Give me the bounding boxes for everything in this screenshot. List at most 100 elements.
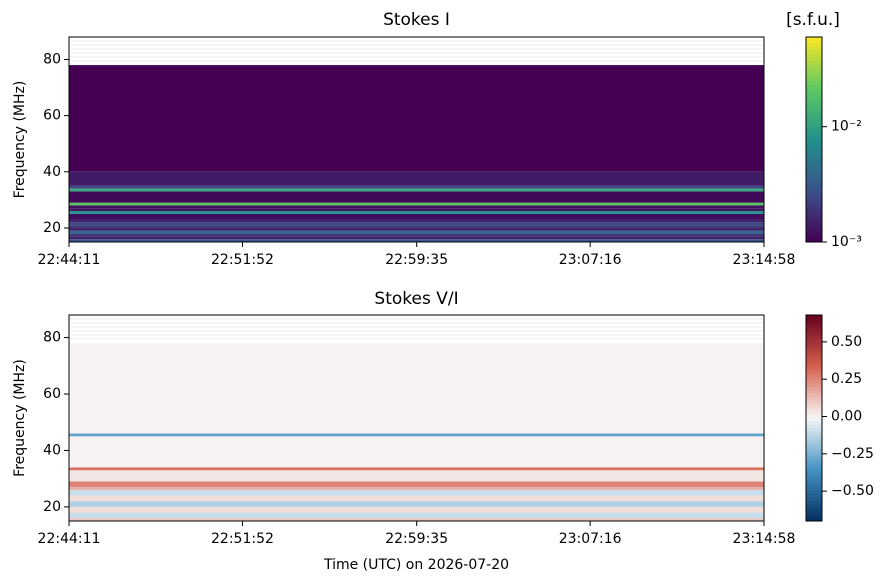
colorbar-step (806, 359, 822, 364)
colorbar-step (806, 139, 822, 144)
colorbar-step (806, 238, 822, 243)
colorbar-step (806, 180, 822, 185)
colorbar-step (806, 71, 822, 76)
heatmap-band (69, 65, 764, 172)
colorbar-step (806, 67, 822, 72)
colorbar-step (806, 424, 822, 429)
colorbar-step (806, 142, 822, 147)
heatmap-band (69, 489, 764, 496)
heatmap-band (69, 470, 764, 482)
colorbar-step (806, 414, 822, 419)
colorbar-step (806, 431, 822, 436)
y-tick-label: 20 (43, 220, 61, 236)
plot-title: Stokes I (383, 10, 450, 30)
colorbar-step (806, 101, 822, 106)
colorbar-step (806, 328, 822, 333)
heatmap-band (69, 191, 764, 203)
heatmap-band (69, 518, 764, 521)
colorbar-step (806, 345, 822, 350)
colorbar-step (806, 496, 822, 501)
colorbar-step (806, 407, 822, 412)
colorbar-step (806, 224, 822, 229)
colorbar-step (806, 204, 822, 209)
colorbar-step (806, 50, 822, 55)
heatmap-band (69, 171, 764, 186)
x-tick-label: 22:59:35 (385, 252, 448, 268)
colorbar-step (806, 149, 822, 154)
heatmap-band (69, 467, 764, 471)
colorbar-step (806, 500, 822, 505)
x-tick-label: 23:14:58 (733, 252, 796, 268)
colorbar-step (806, 356, 822, 361)
heatmap-band (69, 230, 764, 234)
colorbar-step (806, 318, 822, 323)
colorbar-step (806, 459, 822, 464)
colorbar-tick-label: 0.50 (831, 334, 862, 350)
colorbar-step (806, 98, 822, 103)
x-tick-label: 23:14:58 (733, 531, 796, 547)
x-tick-label: 22:44:11 (38, 531, 101, 547)
colorbar-step (806, 197, 822, 202)
x-tick-label: 22:59:35 (385, 531, 448, 547)
y-axis-label: Frequency (MHz) (12, 359, 28, 477)
x-tick-label: 22:44:11 (38, 252, 101, 268)
colorbar-step (806, 40, 822, 45)
colorbar-step (806, 490, 822, 495)
colorbar-step (806, 517, 822, 522)
colorbar-tick-label: 0.00 (831, 409, 862, 425)
colorbar-step (806, 466, 822, 470)
colorbar-step (806, 479, 822, 484)
heatmap-band (69, 433, 764, 437)
y-tick-label: 20 (43, 499, 61, 515)
colorbar-step (806, 352, 822, 357)
colorbar-step (806, 380, 822, 385)
colorbar-step (806, 472, 822, 477)
heatmap-band (69, 188, 764, 192)
colorbar-step (806, 387, 822, 392)
colorbar-step (806, 194, 822, 199)
colorbar-step (806, 221, 822, 226)
colorbar-step (806, 125, 822, 130)
colorbar-step (806, 404, 822, 409)
y-tick-label: 60 (43, 108, 61, 124)
colorbar-step (806, 231, 822, 236)
colorbar-step (806, 514, 822, 519)
colorbar-step (806, 390, 822, 395)
colorbar-step (806, 462, 822, 467)
colorbar-tick-label: 10⁻³ (831, 234, 862, 250)
colorbar-step (806, 177, 822, 181)
colorbar-step (806, 112, 822, 117)
colorbar-step (806, 207, 822, 212)
heatmap-band (69, 481, 764, 488)
colorbar-step (806, 122, 822, 127)
heatmap-band (69, 501, 764, 507)
plot-title: Stokes V/I (374, 289, 458, 309)
colorbar-step (806, 88, 822, 93)
heatmap-band (69, 227, 764, 231)
colorbar-step (806, 173, 822, 178)
colorbar-step (806, 438, 822, 443)
colorbar-step (806, 235, 822, 240)
y-tick-label: 40 (43, 164, 61, 180)
heatmap-band (69, 219, 764, 223)
colorbar-tick-label: 0.25 (831, 371, 862, 387)
colorbar-step (806, 483, 822, 488)
x-axis-label: Time (UTC) on 2026-07-20 (323, 557, 509, 573)
colorbar-step (806, 486, 822, 491)
colorbar-step (806, 211, 822, 216)
colorbar-step (806, 428, 822, 433)
heatmap-band (69, 185, 764, 189)
colorbar-step (806, 510, 822, 515)
colorbar-step (806, 74, 822, 79)
heatmap-band (69, 208, 764, 212)
colorbar-step (806, 452, 822, 457)
colorbar-step (806, 376, 822, 381)
colorbar-step (806, 170, 822, 175)
heatmap-band (69, 495, 764, 502)
heatmap-band (69, 436, 764, 468)
colorbar-step (806, 218, 822, 222)
colorbar-step (806, 369, 822, 374)
colorbar-step (806, 421, 822, 426)
colorbar-step (806, 469, 822, 474)
